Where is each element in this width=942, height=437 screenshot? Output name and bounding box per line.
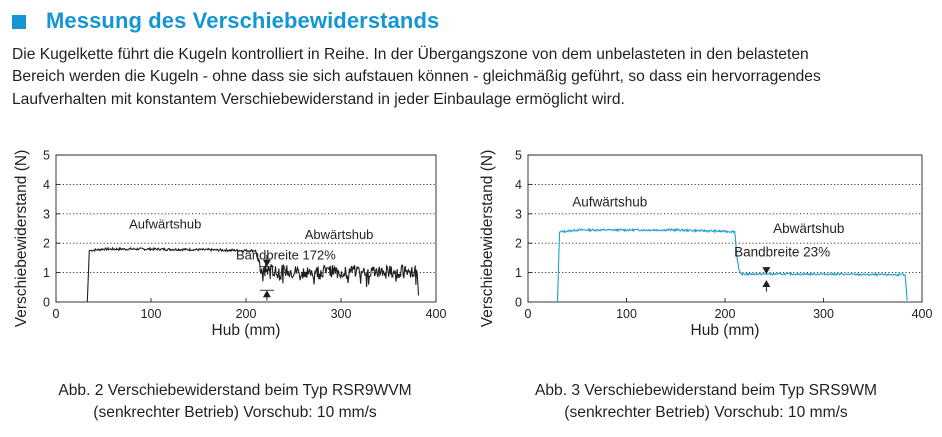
intro-line: Die Kugelkette führt die Kugeln kontroll… bbox=[12, 46, 809, 63]
section-header: Messung des Verschiebewiderstands bbox=[12, 6, 439, 36]
caption-line: Abb. 2 Verschiebewiderstand beim Typ RSR… bbox=[58, 382, 412, 399]
figure-caption-2: Abb. 2 Verschiebewiderstand beim Typ RSR… bbox=[0, 380, 470, 424]
x-tick-label: 300 bbox=[813, 307, 834, 321]
y-axis-label: Verschiebewiderstand (N) bbox=[13, 150, 30, 327]
y-tick-label: 2 bbox=[43, 237, 50, 251]
annotations: Aufwärtshub Abwärtshub Bandbreite 23% bbox=[572, 194, 844, 259]
axes bbox=[527, 154, 923, 303]
y-tick-label: 1 bbox=[43, 266, 50, 280]
x-tick-label: 0 bbox=[525, 307, 532, 321]
caption-line: Abb. 3 Verschiebewiderstand beim Typ SRS… bbox=[534, 382, 878, 399]
x-tick-label: 400 bbox=[426, 307, 447, 321]
annotation-label: Aufwärtshub bbox=[129, 217, 201, 232]
caption-line: (senkrechter Betrieb) Vorschub: 10 mm/s bbox=[564, 404, 848, 421]
annotation-label: Aufwärtshub bbox=[572, 194, 647, 209]
grid-lines bbox=[528, 154, 922, 274]
x-axis-label: Hub (mm) bbox=[691, 322, 760, 339]
x-tick-label: 0 bbox=[53, 307, 60, 321]
x-axis-label: Hub (mm) bbox=[212, 322, 281, 339]
intro-line: Laufverhalten mit konstantem Verschiebew… bbox=[12, 90, 625, 108]
intro-line: Bereich werden die Kugeln - ohne dass si… bbox=[12, 68, 821, 86]
x-tick-label: 400 bbox=[912, 307, 933, 321]
series-line bbox=[556, 227, 908, 303]
y-tick-label: 5 bbox=[515, 149, 522, 163]
tick-labels: 0 1 2 3 4 5 0 100 200 300 400 bbox=[515, 149, 932, 322]
axes bbox=[55, 154, 437, 303]
annotations: Aufwärtshub Abwärtshub Bandbreite 172% bbox=[129, 217, 373, 263]
y-tick-label: 0 bbox=[515, 296, 522, 310]
series-line bbox=[86, 246, 420, 303]
arrow-down-icon bbox=[762, 267, 771, 275]
intro-paragraph: Die Kugelkette führt die Kugeln kontroll… bbox=[12, 44, 937, 111]
x-tick-label: 200 bbox=[236, 307, 257, 321]
y-tick-label: 4 bbox=[43, 178, 50, 192]
annotation-label: Abwärtshub bbox=[773, 221, 844, 236]
y-axis-label: Verschiebewiderstand (N) bbox=[479, 150, 496, 327]
square-bullet-icon bbox=[12, 15, 26, 29]
bandwidth-arrows bbox=[762, 267, 771, 292]
x-tick-label: 100 bbox=[141, 307, 162, 321]
y-tick-label: 1 bbox=[515, 266, 522, 280]
y-tick-label: 2 bbox=[515, 237, 522, 251]
tick-labels: 0 1 2 3 4 5 0 100 200 300 400 bbox=[43, 149, 446, 322]
x-tick-label: 200 bbox=[715, 307, 736, 321]
y-tick-label: 3 bbox=[515, 207, 522, 221]
annotation-label: Abwärtshub bbox=[305, 227, 374, 242]
x-tick-label: 300 bbox=[331, 307, 352, 321]
y-tick-label: 3 bbox=[43, 207, 50, 221]
section-title: Messung des Verschiebewiderstands bbox=[46, 8, 440, 33]
bandwidth-arrows bbox=[259, 254, 274, 301]
arrow-up-icon bbox=[262, 290, 271, 298]
y-tick-label: 5 bbox=[43, 149, 50, 163]
chart-srs9wm: 0 1 2 3 4 5 0 100 200 300 400 Aufwärtshub Abwärtshu… bbox=[479, 149, 932, 340]
annotation-label: Bandbreite 172% bbox=[236, 247, 336, 262]
annotation-label: Bandbreite 23% bbox=[734, 244, 830, 259]
plot-frame bbox=[55, 154, 437, 303]
y-tick-label: 0 bbox=[43, 296, 50, 310]
y-tick-label: 4 bbox=[515, 178, 522, 192]
x-tick-label: 100 bbox=[616, 307, 637, 321]
arrow-down-icon bbox=[262, 259, 271, 267]
plot-frame bbox=[527, 154, 923, 303]
caption-line: (senkrechter Betrieb) Vorschub: 10 mm/s bbox=[93, 404, 377, 421]
figure-caption-3: Abb. 3 Verschiebewiderstand beim Typ SRS… bbox=[470, 380, 942, 424]
chart-rsr9wvm: 0 1 2 3 4 5 0 100 200 300 400 Aufwärtshub Abwärtshu… bbox=[13, 149, 446, 340]
arrow-up-icon bbox=[762, 279, 771, 287]
